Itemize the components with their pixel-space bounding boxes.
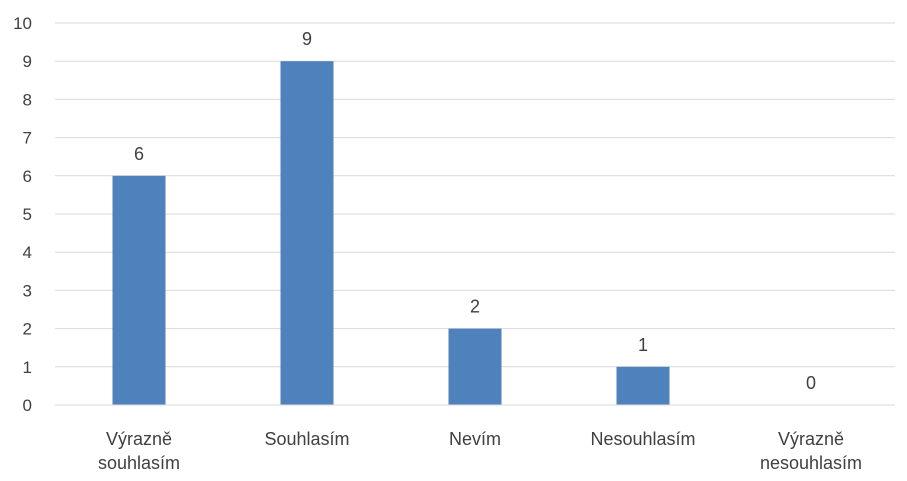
- x-axis-category-labels: Výrazně souhlasím Souhlasím Nevím Nesouhlasí…: [98, 429, 862, 473]
- y-tick-label: 8: [23, 90, 32, 109]
- x-category-label: Souhlasím: [264, 429, 349, 449]
- bar: [616, 366, 670, 405]
- y-axis-tick-labels: 0 1 2 3 4 5 6 7 8 9 10: [13, 14, 32, 415]
- data-label: 0: [806, 373, 816, 393]
- x-category-label: Nesouhlasím: [590, 429, 695, 449]
- y-tick-label: 1: [23, 358, 32, 377]
- y-tick-label: 0: [23, 396, 32, 415]
- y-tick-label: 6: [23, 167, 32, 186]
- y-tick-label: 4: [23, 243, 32, 262]
- bar: [112, 175, 166, 405]
- data-label: 1: [638, 335, 648, 355]
- bars: [112, 61, 670, 405]
- x-category-label: Výrazně nesouhlasím: [760, 429, 862, 473]
- y-tick-label: 10: [13, 14, 32, 33]
- x-category-label: Výrazně souhlasím: [98, 429, 180, 473]
- y-tick-label: 9: [23, 52, 32, 71]
- data-labels: 6 9 2 1 0: [134, 29, 816, 393]
- data-label: 6: [134, 144, 144, 164]
- data-label: 9: [302, 29, 312, 49]
- y-tick-label: 2: [23, 320, 32, 339]
- bar: [280, 61, 334, 405]
- y-tick-label: 7: [23, 129, 32, 148]
- y-tick-label: 5: [23, 205, 32, 224]
- bar: [448, 328, 502, 405]
- y-tick-label: 3: [23, 281, 32, 300]
- data-label: 2: [470, 297, 480, 317]
- x-category-label: Nevím: [449, 429, 501, 449]
- gridlines: [55, 22, 895, 368]
